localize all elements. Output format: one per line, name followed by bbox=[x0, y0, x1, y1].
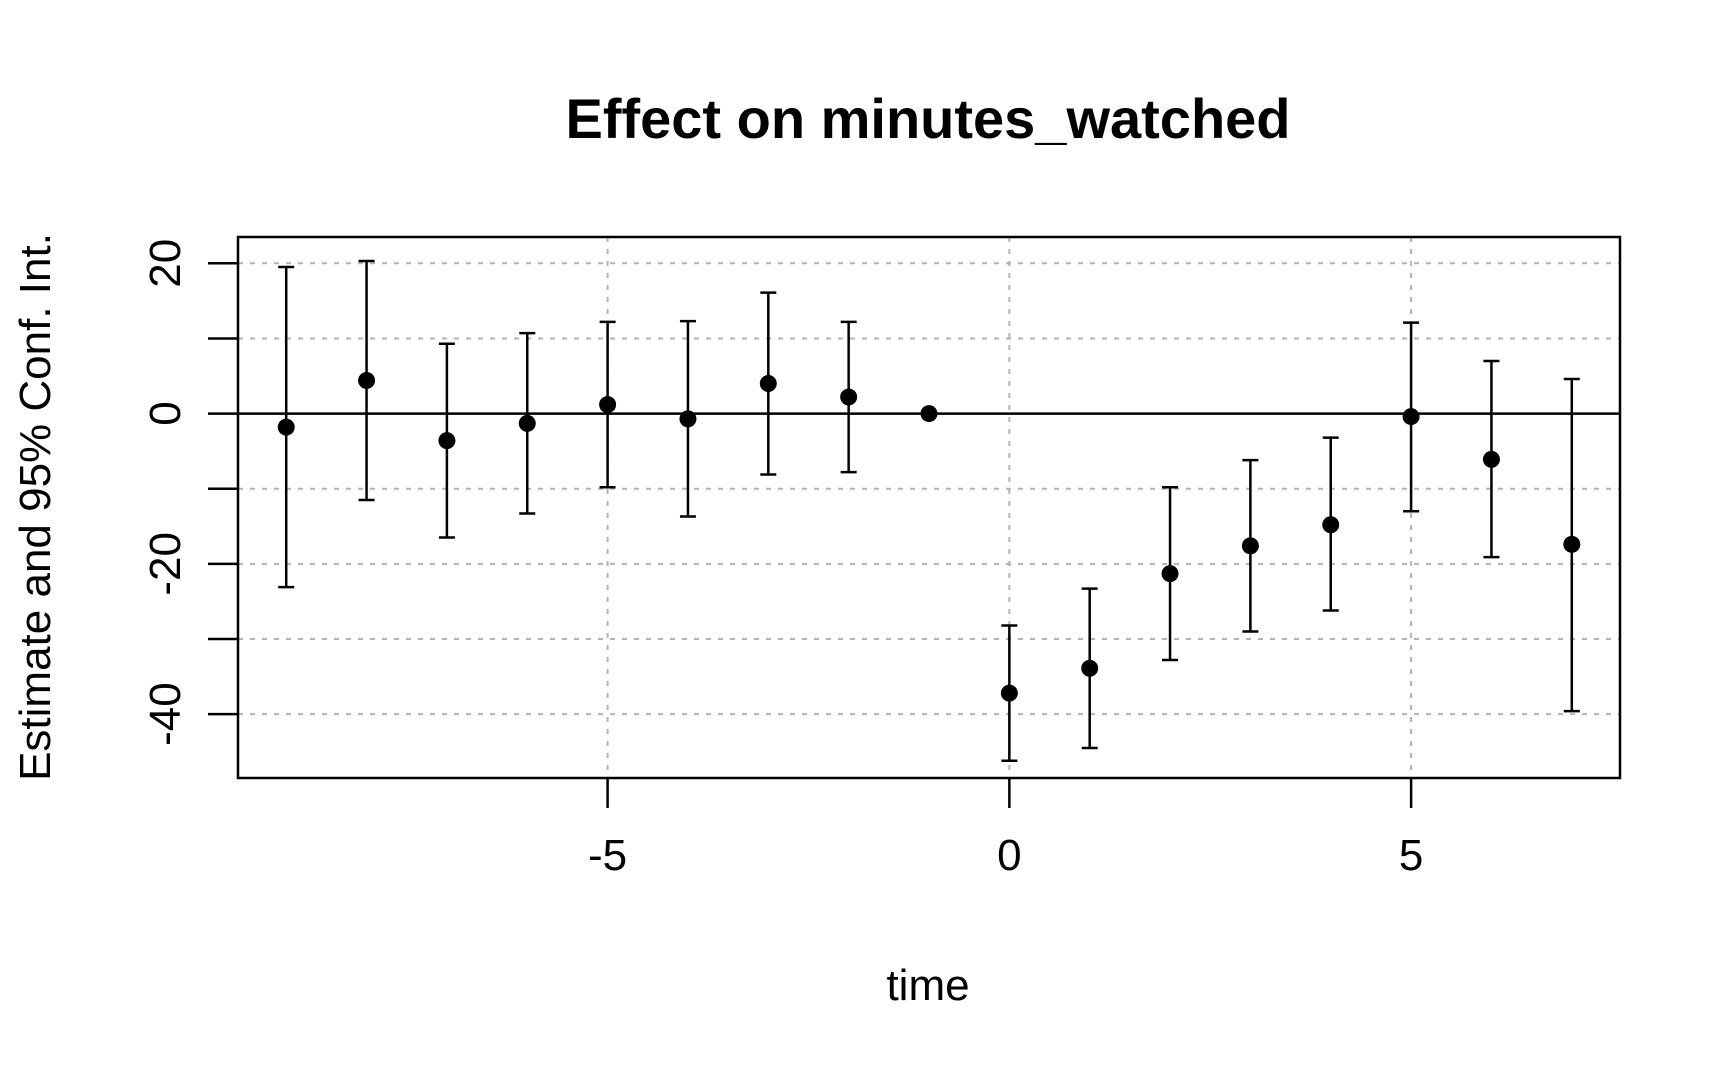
data-point bbox=[518, 414, 536, 432]
x-tick-label: -5 bbox=[588, 831, 627, 880]
data-points bbox=[277, 372, 1581, 702]
data-point bbox=[599, 396, 617, 414]
error-bars bbox=[278, 259, 1580, 762]
data-point bbox=[920, 405, 938, 423]
chart-title: Effect on minutes_watched bbox=[565, 87, 1290, 150]
y-tick-label: -40 bbox=[141, 682, 190, 746]
data-point bbox=[438, 432, 456, 450]
data-point bbox=[1563, 535, 1581, 553]
data-point bbox=[1402, 408, 1420, 426]
data-point bbox=[358, 372, 376, 390]
y-tick-label: 20 bbox=[141, 239, 190, 288]
y-tick-label: -20 bbox=[141, 532, 190, 596]
grid-lines bbox=[238, 237, 1620, 778]
data-point bbox=[759, 375, 777, 393]
data-point bbox=[840, 388, 858, 406]
data-point bbox=[1322, 516, 1340, 534]
x-tick-label: 0 bbox=[997, 831, 1021, 880]
data-point bbox=[1482, 450, 1500, 468]
data-point bbox=[1241, 537, 1259, 555]
data-point bbox=[679, 410, 697, 428]
y-axis-label: Estimate and 95% Conf. Int. bbox=[11, 233, 60, 781]
plot-frame bbox=[236, 235, 1622, 780]
x-axis-label: time bbox=[886, 961, 969, 1010]
data-point bbox=[1081, 659, 1099, 677]
y-tick-label: 0 bbox=[141, 401, 190, 425]
data-point bbox=[1000, 684, 1018, 702]
data-point bbox=[1161, 565, 1179, 583]
x-axis: -5 0 5 bbox=[588, 778, 1423, 880]
x-tick-label: 5 bbox=[1399, 831, 1423, 880]
data-point bbox=[277, 418, 295, 436]
y-axis: -40 -20 0 20 bbox=[141, 239, 238, 746]
